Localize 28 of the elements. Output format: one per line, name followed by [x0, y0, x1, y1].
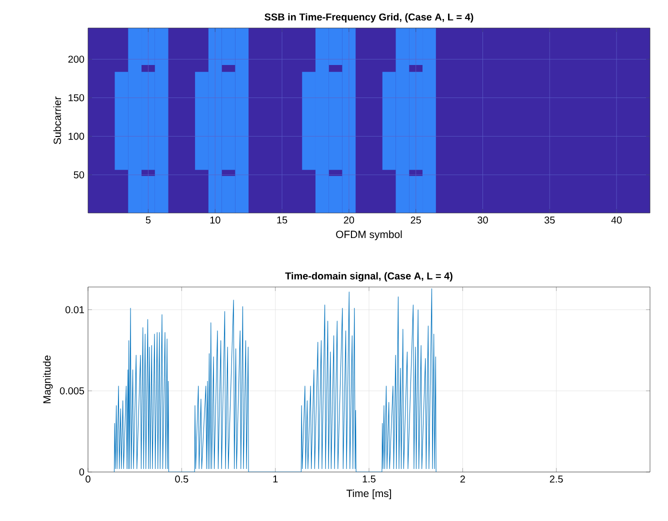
- y-tick-label: 0.01: [65, 306, 84, 314]
- x-tick-label: 35: [544, 216, 555, 224]
- y-axis-title: Subcarrier: [53, 96, 62, 144]
- x-tick-label: 5: [146, 216, 151, 224]
- x-tick-label: 20: [344, 216, 354, 224]
- x-axis-title: Time [ms]: [346, 489, 392, 500]
- x-tick-label: 2: [460, 476, 465, 482]
- y-tick-label: 50: [74, 171, 84, 178]
- y-tick-label: 0.005: [60, 387, 84, 394]
- y-tick-label: 150: [68, 94, 84, 102]
- chart-title: Time-domain signal, (Case A, L = 4): [285, 272, 452, 282]
- x-tick-label: 0.5: [175, 476, 188, 483]
- line-series: [114, 288, 436, 472]
- x-tick-label: 40: [611, 216, 622, 224]
- x-tick-label: 30: [478, 216, 488, 224]
- chart-title: SSB in Time-Frequency Grid, (Case A, L = 4): [264, 13, 474, 22]
- y-tick-label: 0: [79, 468, 84, 476]
- x-tick-label: 1.5: [362, 476, 376, 482]
- x-tick-label: 1: [273, 476, 278, 482]
- x-tick-label: 15: [277, 216, 288, 224]
- x-tick-label: 10: [210, 216, 220, 224]
- x-axis-title: OFDM symbol: [336, 230, 402, 240]
- y-axis-title: Magnitude: [42, 356, 53, 404]
- x-tick-label: 25: [410, 216, 421, 224]
- y-tick-label: 100: [68, 132, 84, 140]
- y-tick-label: 200: [68, 56, 84, 63]
- x-tick-label: 2.5: [550, 476, 563, 483]
- x-tick-label: 0: [86, 476, 90, 483]
